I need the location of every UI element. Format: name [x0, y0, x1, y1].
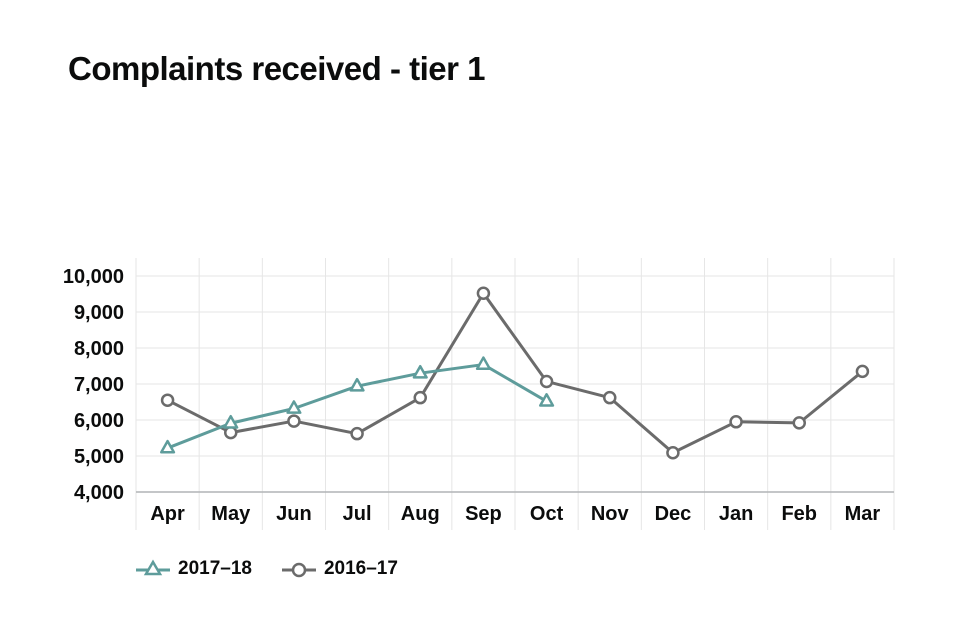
x-axis-tick-labels: Apr May Jun Jul Aug Sep Oct Nov Dec Jan Feb Mar [150, 503, 880, 525]
x-tick-label: Dec [655, 503, 692, 525]
x-tick-label: Oct [530, 503, 564, 525]
data-point-circle [855, 364, 870, 379]
data-point-circle [476, 286, 491, 301]
data-point-circle [287, 414, 301, 428]
data-point-triangle [286, 400, 302, 414]
x-tick-label: May [211, 503, 251, 525]
legend-label-series-1: 2016–17 [323, 558, 398, 579]
x-tick-label: Mar [845, 503, 881, 525]
x-tick-label: Sep [465, 503, 502, 525]
data-point-circle [413, 390, 427, 405]
legend-swatch-triangle-icon [136, 559, 170, 576]
y-tick-label: 10,000 [63, 266, 124, 288]
data-point-triangle [475, 356, 491, 371]
grid [135, 258, 895, 530]
x-tick-label: Jun [276, 503, 312, 525]
legend-item-series-1: 2016–17 [281, 558, 398, 580]
x-tick-label: Jan [719, 503, 753, 525]
legend: 2017–18 2016–17 [136, 558, 398, 580]
x-tick-label: Nov [591, 503, 630, 525]
y-tick-label: 7,000 [74, 374, 124, 396]
y-tick-label: 9,000 [74, 302, 124, 324]
x-tick-label: Feb [781, 503, 817, 525]
y-tick-label: 5,000 [74, 446, 124, 468]
data-point-triangle [223, 414, 239, 429]
data-point-circle [729, 415, 743, 429]
legend-item-series-0: 2017–18 [136, 558, 252, 580]
data-point-circle [160, 393, 175, 407]
data-point-circle [603, 390, 617, 405]
chart-title: Complaints received - tier 1 [68, 50, 485, 87]
data-point-triangle [349, 377, 365, 392]
x-tick-label: Aug [401, 503, 440, 525]
y-tick-label: 4,000 [74, 482, 124, 504]
data-point-triangle [160, 439, 176, 454]
y-axis-tick-labels: 4,000 5,000 6,000 7,000 8,000 9,000 10,000 [63, 266, 124, 504]
data-point-triangle [539, 393, 555, 407]
series-markers [160, 286, 870, 460]
data-point-circle [350, 426, 364, 441]
data-point-circle [666, 446, 680, 460]
data-point-circle [224, 425, 238, 440]
x-tick-label: Apr [150, 503, 185, 525]
legend-label-series-0: 2017–18 [178, 558, 252, 579]
series-line-1 [166, 291, 864, 455]
data-point-circle [539, 374, 554, 389]
y-tick-label: 6,000 [74, 410, 124, 432]
x-tick-label: Jul [343, 503, 372, 525]
data-point-triangle [412, 364, 428, 379]
data-point-circle [792, 416, 806, 430]
legend-swatch-circle-icon [281, 562, 316, 578]
y-tick-label: 8,000 [74, 338, 124, 360]
